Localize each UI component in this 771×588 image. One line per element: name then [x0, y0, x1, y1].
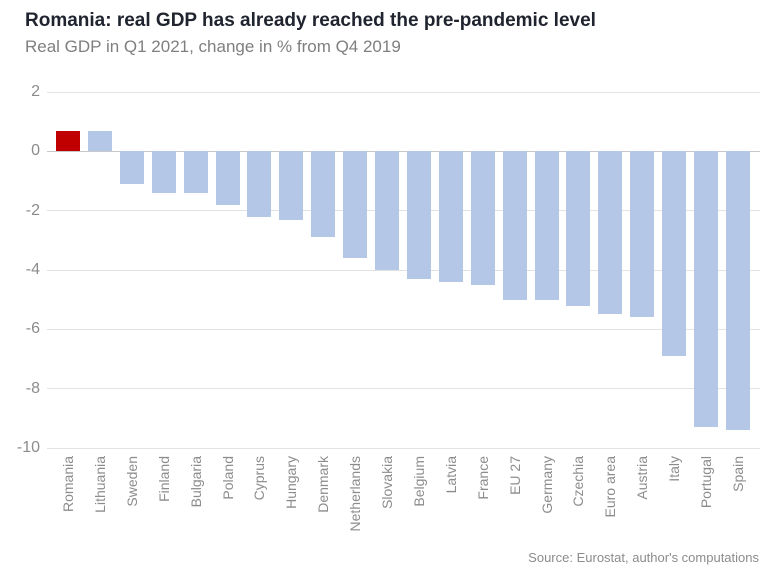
bar-sweden: [119, 151, 144, 184]
x-tick-label-sweden: Sweden: [123, 456, 140, 507]
y-tick-label: -10: [16, 439, 40, 456]
x-tick-label-bulgaria: Bulgaria: [187, 456, 204, 508]
bar-italy: [662, 151, 687, 357]
bar-eu-27: [502, 151, 527, 300]
x-tick-label-austria: Austria: [634, 456, 651, 500]
bar-austria: [630, 151, 655, 318]
x-tick-label-euro-area: Euro area: [602, 456, 619, 518]
x-tick-label-france: France: [474, 456, 491, 500]
bar-germany: [534, 151, 559, 300]
bar-portugal: [694, 151, 718, 428]
y-tick-label: 0: [31, 142, 40, 160]
bar-romania: [56, 130, 80, 152]
chart-subtitle: Real GDP in Q1 2021, change in % from Q4…: [25, 37, 401, 56]
x-tick-label-eu-27: EU 27: [506, 456, 523, 495]
bar-lithuania: [87, 130, 112, 152]
bar-belgium: [406, 151, 431, 279]
bar-netherlands: [343, 151, 368, 259]
bar-czechia: [566, 151, 591, 306]
gridline: [47, 210, 760, 212]
gridline: [47, 388, 760, 390]
bar-poland: [215, 151, 240, 205]
x-tick-label-romania: Romania: [60, 456, 76, 513]
x-tick-label-czechia: Czechia: [570, 456, 587, 507]
gridline: [47, 269, 760, 271]
x-tick-label-lithuania: Lithuania: [91, 456, 108, 513]
bar-denmark: [311, 151, 336, 238]
x-tick-label-slovakia: Slovakia: [379, 456, 395, 509]
plot-area: [47, 91, 760, 449]
bar-euro-area: [598, 151, 623, 315]
gridline: [47, 447, 760, 449]
x-tick-label-netherlands: Netherlands: [347, 456, 364, 532]
chart-title: Romania: real GDP has already reached th…: [25, 10, 596, 31]
y-tick-label: -6: [25, 320, 40, 338]
gridline: [47, 91, 760, 93]
x-tick-label-belgium: Belgium: [410, 456, 427, 507]
x-axis-zero-line: [47, 150, 760, 152]
y-tick-label: 2: [31, 83, 40, 100]
x-tick-label-germany: Germany: [538, 456, 555, 514]
bar-latvia: [438, 151, 463, 282]
bar-cyprus: [247, 151, 272, 217]
gridline: [47, 328, 760, 330]
x-tick-label-finland: Finland: [155, 456, 172, 502]
x-tick-label-cyprus: Cyprus: [251, 456, 268, 501]
x-tick-label-latvia: Latvia: [442, 456, 459, 494]
source-note: Source: Eurostat, author's computations: [528, 550, 759, 565]
y-tick-label: -4: [25, 261, 40, 278]
bar-spain: [725, 151, 750, 431]
y-tick-label: -8: [25, 379, 40, 397]
bar-bulgaria: [183, 151, 208, 193]
x-tick-label-spain: Spain: [729, 456, 746, 492]
x-tick-label-denmark: Denmark: [315, 456, 332, 513]
y-tick-label: -2: [25, 201, 40, 219]
x-tick-label-portugal: Portugal: [698, 456, 714, 509]
bar-slovakia: [375, 151, 399, 270]
x-tick-label-poland: Poland: [219, 456, 236, 500]
bar-france: [470, 151, 495, 285]
bar-hungary: [279, 151, 304, 220]
bar-finland: [151, 151, 176, 193]
x-tick-label-hungary: Hungary: [283, 456, 300, 509]
x-tick-label-italy: Italy: [666, 456, 683, 482]
